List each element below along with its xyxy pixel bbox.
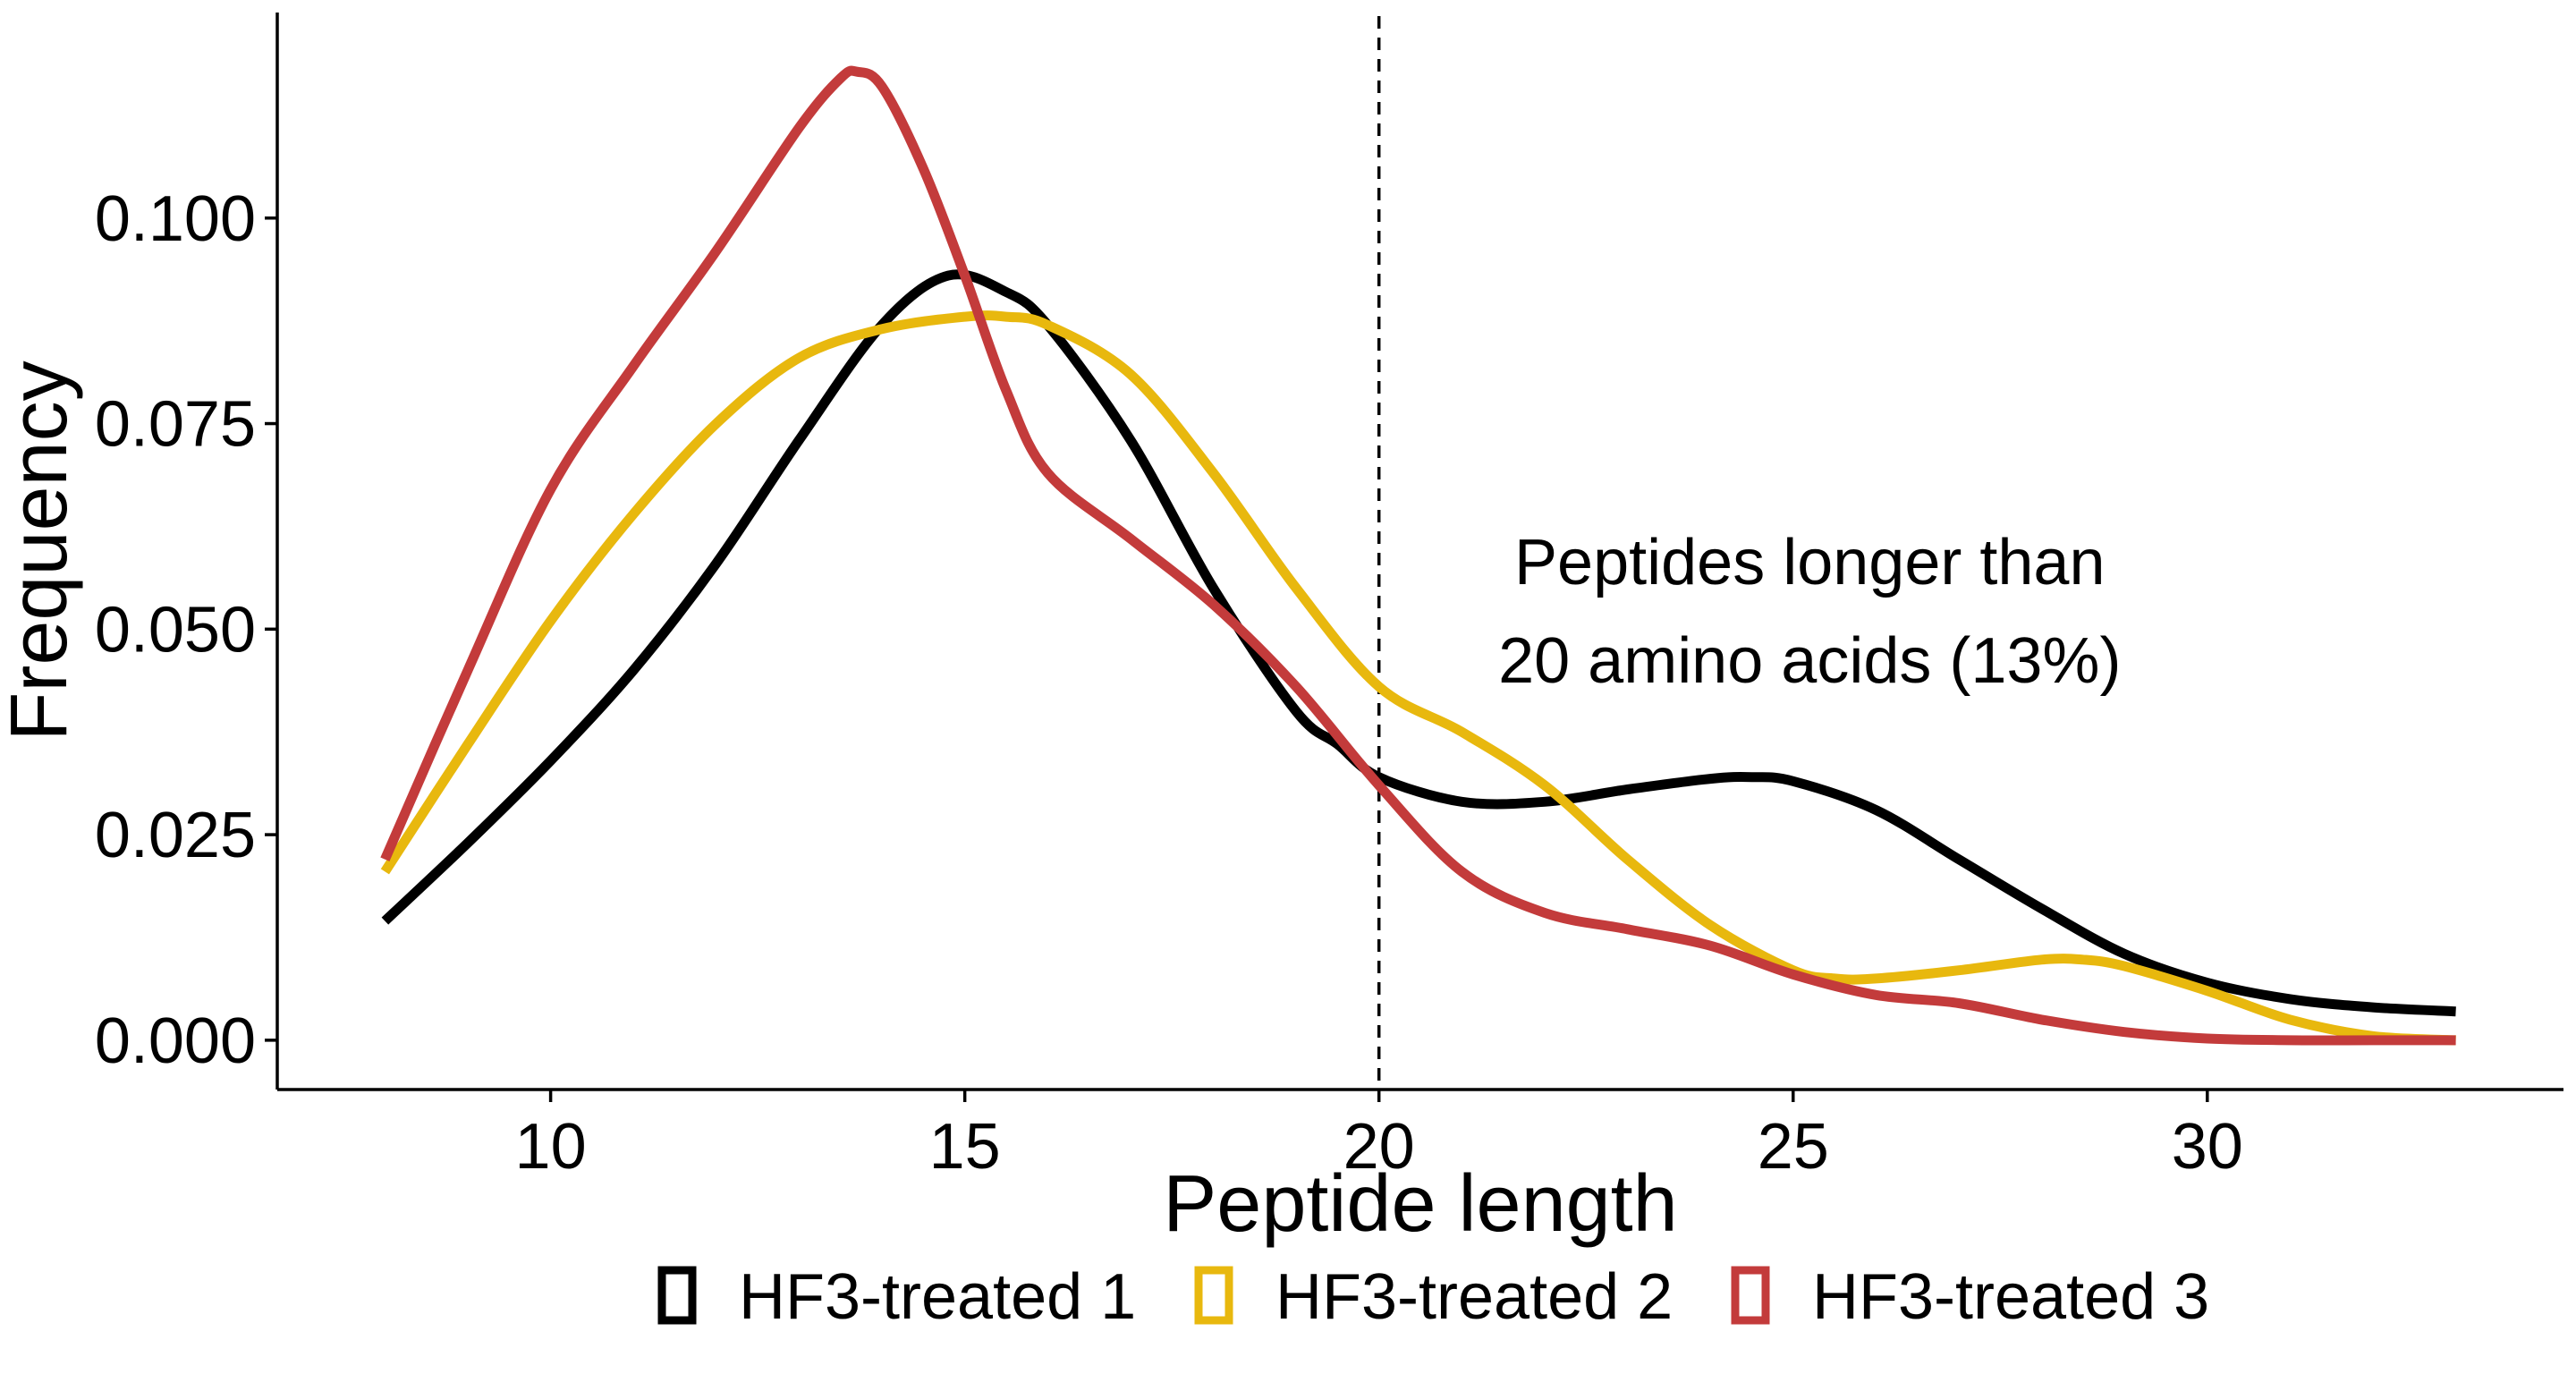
legend-key-2 bbox=[1194, 1266, 1233, 1325]
y-axis-title: Frequency bbox=[0, 360, 84, 741]
series-line-1 bbox=[381, 269, 2456, 1017]
series-group bbox=[380, 65, 2456, 1046]
series-line-3 bbox=[380, 65, 2456, 1046]
y-ticks-group: 0.000 0.025 0.050 0.075 0.100 bbox=[95, 183, 277, 1077]
y-tick-label: 0.100 bbox=[95, 183, 256, 255]
x-tick-label: 15 bbox=[929, 1111, 1001, 1183]
x-tick-label: 10 bbox=[515, 1111, 587, 1183]
axes-group bbox=[275, 13, 2563, 1091]
annotation-line-2: 20 amino acids (13%) bbox=[1498, 625, 2121, 697]
x-axis-title: Peptide length bbox=[1163, 1159, 1677, 1249]
x-tick-label: 30 bbox=[2172, 1111, 2243, 1183]
y-tick-label: 0.075 bbox=[95, 389, 256, 461]
legend-label-3: HF3-treated 3 bbox=[1812, 1261, 2209, 1333]
legend: HF3-treated 1 HF3-treated 2 HF3-treated 3 bbox=[657, 1261, 2209, 1333]
legend-key-1 bbox=[657, 1266, 697, 1325]
annotation-line-1: Peptides longer than bbox=[1514, 527, 2105, 598]
series-line-2 bbox=[380, 310, 2456, 1046]
y-tick-label: 0.025 bbox=[95, 800, 256, 871]
legend-label-2: HF3-treated 2 bbox=[1275, 1261, 1673, 1333]
x-tick-label: 25 bbox=[1758, 1111, 1829, 1183]
x-tick-label: 20 bbox=[1343, 1111, 1415, 1183]
y-tick-label: 0.000 bbox=[95, 1005, 256, 1077]
legend-key-3 bbox=[1731, 1266, 1770, 1325]
legend-label-1: HF3-treated 1 bbox=[739, 1261, 1136, 1333]
x-ticks-group: 10 15 20 25 30 bbox=[515, 1090, 2243, 1183]
annotation: Peptides longer than 20 amino acids (13%… bbox=[1498, 527, 2121, 697]
y-tick-label: 0.050 bbox=[95, 594, 256, 666]
